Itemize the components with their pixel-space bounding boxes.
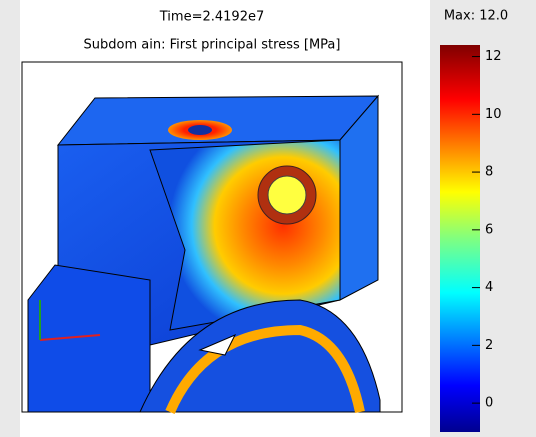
colorbar-tick-label: 8: [485, 165, 493, 180]
plot-subtitle: Subdom ain: First principal stress [MPa]: [84, 38, 341, 53]
colorbar: [440, 45, 480, 432]
colorbar-tick-label: 4: [485, 280, 493, 295]
colorbar-tick-label: 6: [485, 222, 493, 237]
colorbar-tick-label: 10: [485, 107, 502, 122]
plot-title: Time=2.4192e7: [159, 10, 264, 25]
model: [28, 96, 380, 412]
colorbar-tick-label: 0: [485, 396, 493, 411]
max-label: Max: 12.0: [444, 9, 508, 24]
plot-window: Time=2.4192e7 Subdom ain: First principa…: [0, 0, 536, 437]
colorbar-tick-label: 2: [485, 338, 493, 353]
colorbar-tick-label: 12: [485, 49, 502, 64]
